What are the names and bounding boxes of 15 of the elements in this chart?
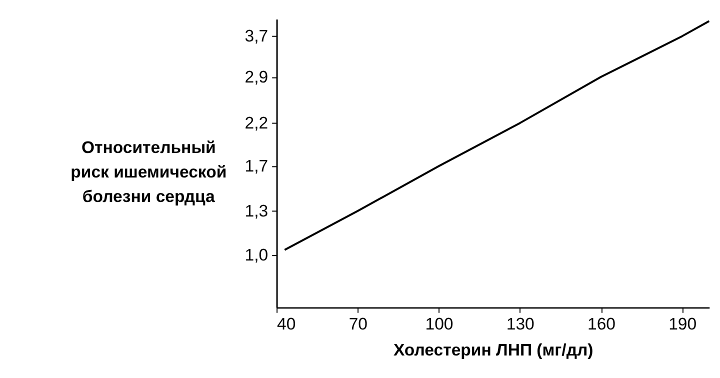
y-tick-label: 3,7 [244,26,268,46]
x-tick-label: 130 [506,314,534,334]
y-tick-label: 1,3 [244,201,268,220]
x-axis-title: Холестерин ЛНП (мг/дл) [393,340,594,360]
x-tick-label: 160 [587,314,616,334]
y-tick-label: 2,2 [244,114,268,133]
x-tick-label: 70 [348,314,368,334]
x-tick-label: 100 [425,314,454,334]
x-tick-label: 190 [668,314,697,334]
line-series [284,20,710,251]
y-axis-title: Относительный риск ишемической болезни сердца [70,138,227,206]
y-tick-label: 2,9 [244,67,268,86]
y-tick-label: 1,0 [244,245,268,264]
x-tick-label: 40 [277,314,296,334]
y-tick-label: 1,7 [244,156,268,176]
